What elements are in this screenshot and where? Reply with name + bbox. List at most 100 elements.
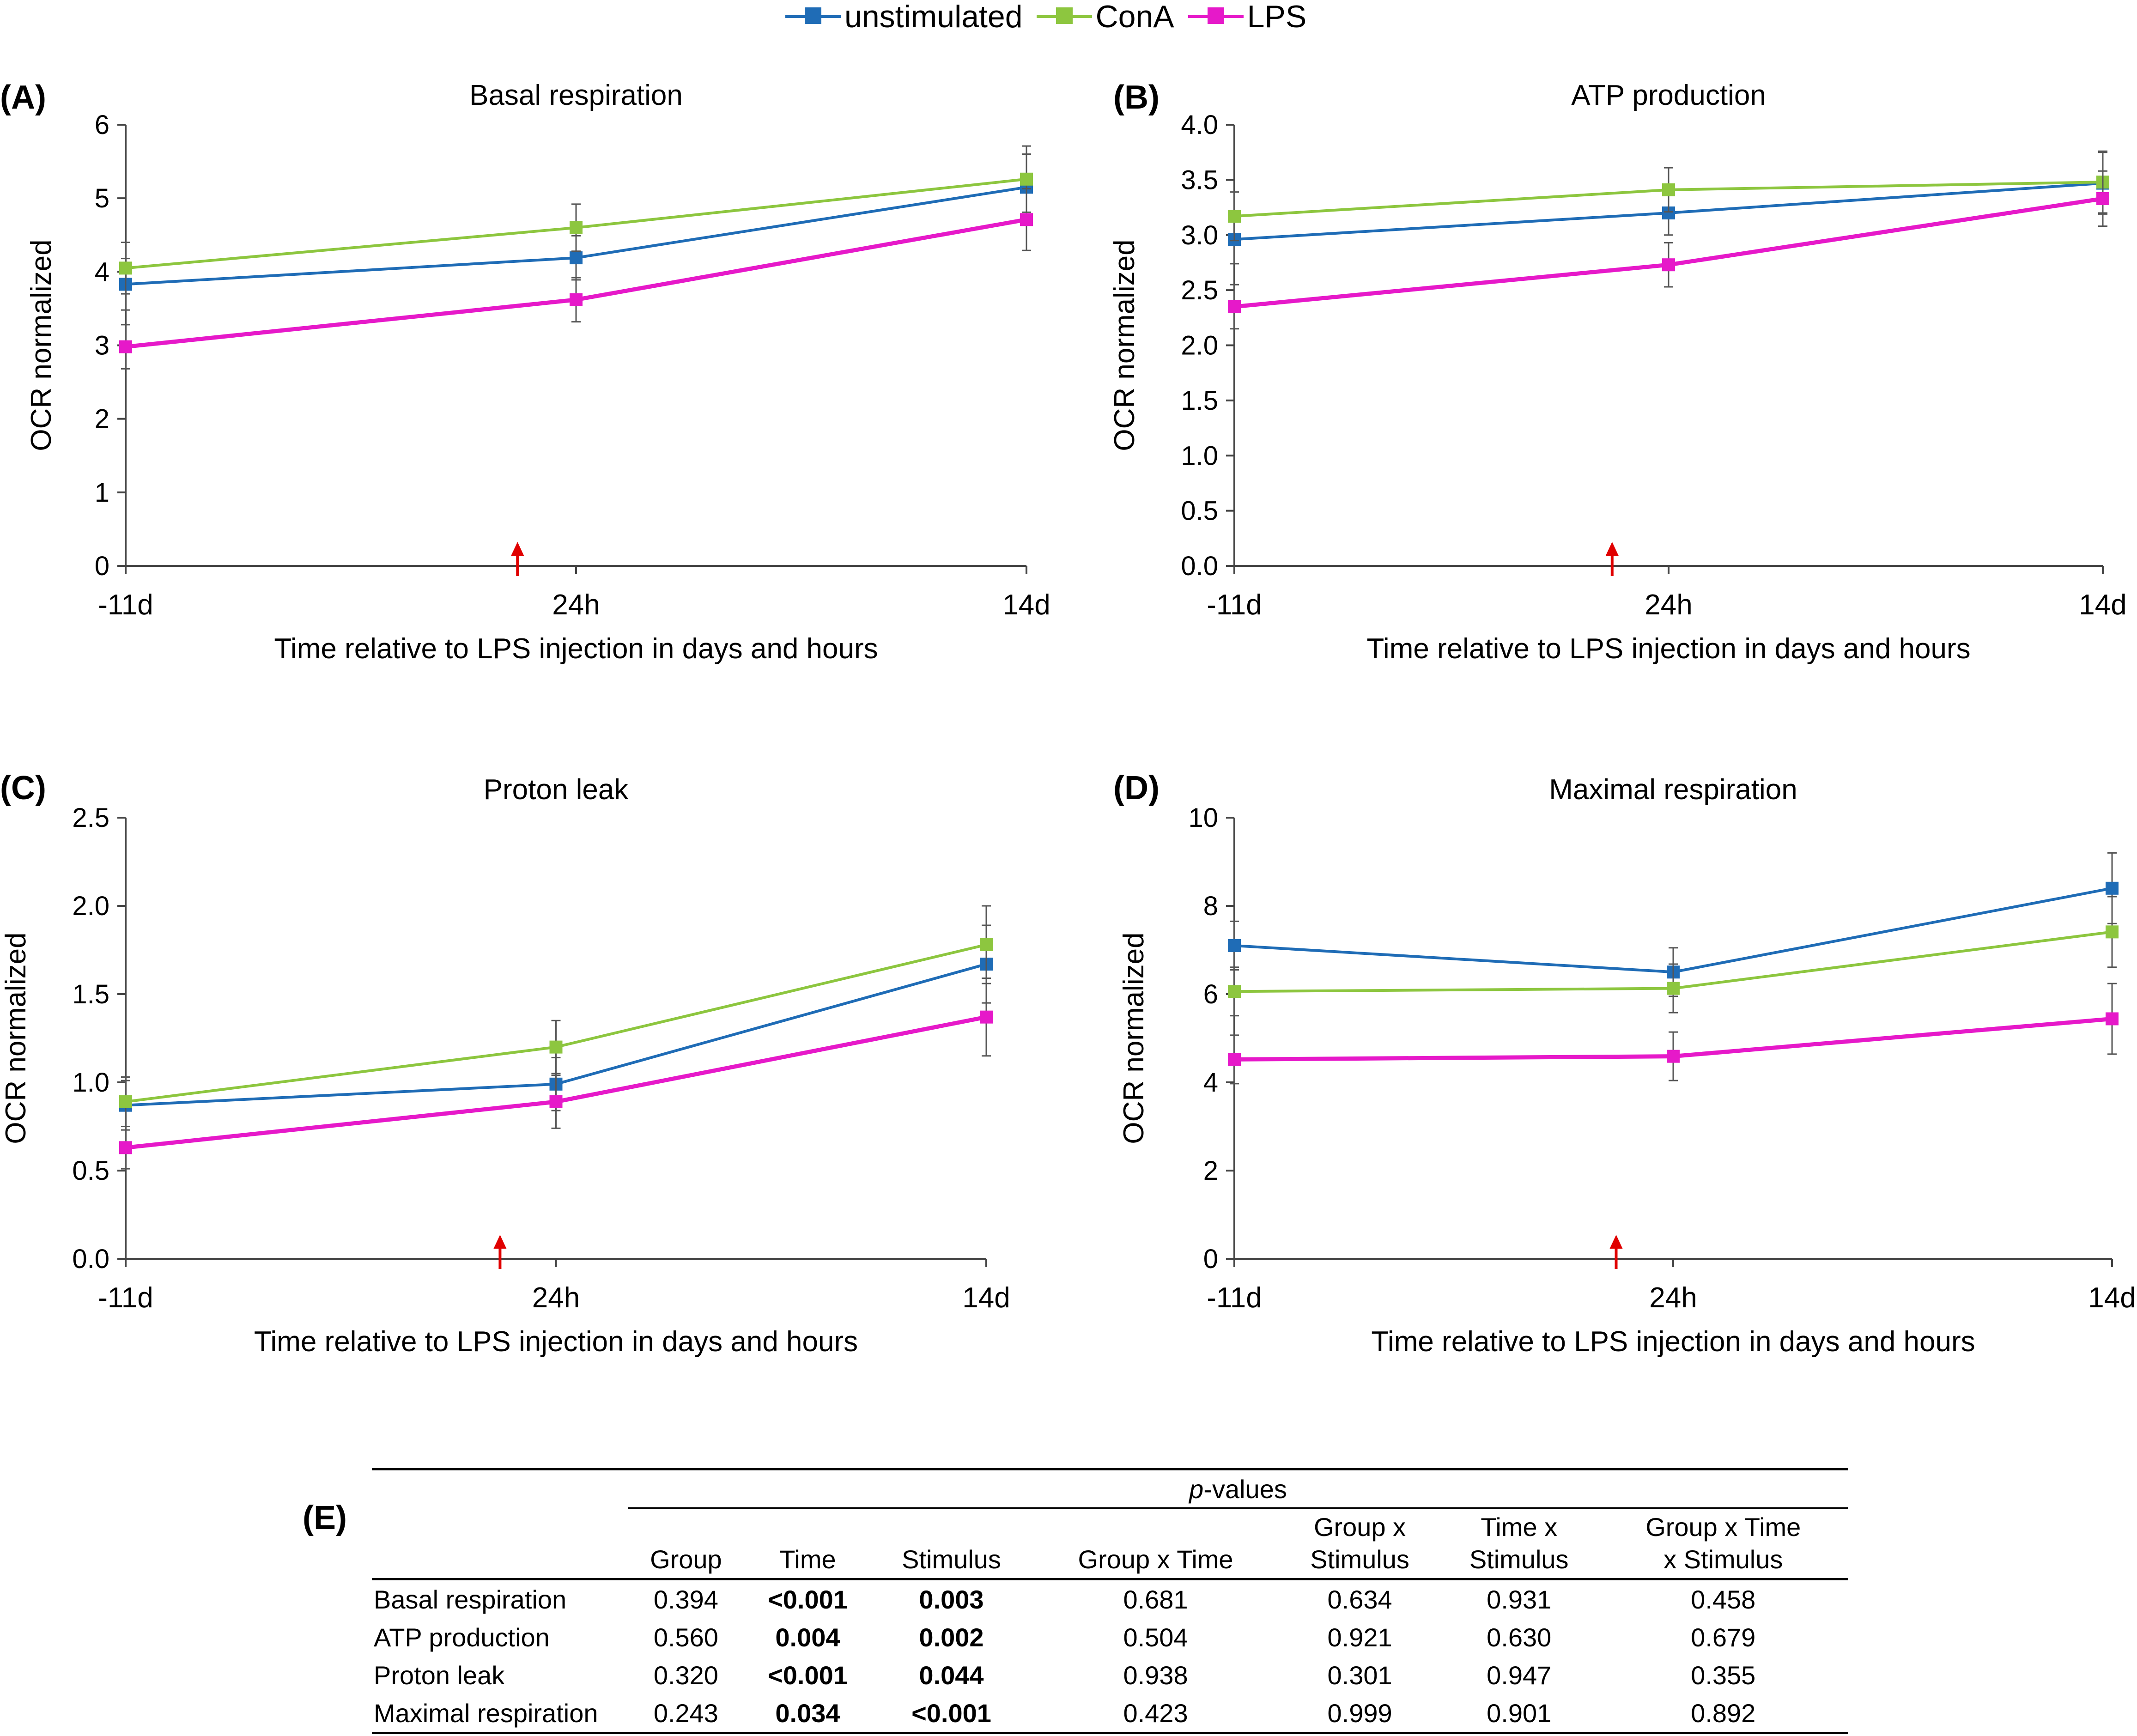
panel-a-cona-point — [570, 221, 583, 234]
table-row-label: Basal respiration — [374, 1584, 567, 1614]
panel-d-lps-point — [1228, 1053, 1241, 1066]
panel-a-cona-point — [1020, 172, 1033, 186]
table-cell: 0.921 — [1327, 1622, 1392, 1652]
panel-d-y-tick-label: 0 — [1203, 1244, 1218, 1274]
table-column-header: Group — [628, 1508, 744, 1580]
panel-c-y-axis-label: OCR normalized — [0, 932, 32, 1144]
table-row: Proton leak 0.320 <0.001 0.044 0.938 0.301 0.9… — [372, 1656, 1848, 1694]
table-cell: 0.394 — [653, 1584, 718, 1614]
panel-b-y-axis-label: OCR normalized — [1109, 239, 1141, 451]
table-cell: 0.034 — [743, 1694, 872, 1734]
panel-a-y-tick-label: 2 — [95, 404, 109, 434]
table-column-header-line2: Stimulus — [1310, 1545, 1409, 1574]
table-row: ATP production 0.560 0.004 0.002 0.504 0.921 0… — [372, 1618, 1848, 1656]
panel-d-y-tick-label: 2 — [1203, 1156, 1218, 1186]
table-cell: 0.679 — [1691, 1622, 1756, 1652]
table-column-header: Group x Time — [1031, 1508, 1281, 1580]
panel-d-lps-point — [1667, 1050, 1680, 1063]
panel-a-cona-point — [119, 261, 132, 275]
table-cell: 0.004 — [775, 1622, 840, 1652]
table-column-header-line1 — [1031, 1518, 1280, 1536]
panel-c-x-tick-label: -11d — [98, 1282, 153, 1314]
panel-b-y-tick-label: 2.0 — [1181, 331, 1218, 361]
legend-item-cona: ConA — [1036, 0, 1174, 35]
panel-c-cona-point — [549, 1040, 563, 1054]
panel-b-x-axis-label: Time relative to LPS injection in days a… — [1366, 633, 1970, 665]
panel-d-y-axis-label: OCR normalized — [1118, 932, 1150, 1144]
table-column-header-line2: Stimulus — [1469, 1545, 1569, 1574]
panel-c-title: Proton leak — [484, 774, 629, 806]
table-column-header-line1 — [628, 1518, 744, 1536]
table-cell: 0.634 — [1327, 1584, 1392, 1614]
panel-b-cona-point — [1662, 183, 1675, 196]
table-cell: 0.938 — [1123, 1660, 1188, 1690]
table-column-header-line2: Group — [650, 1545, 722, 1574]
panel-d-x-tick-label: -11d — [1207, 1282, 1262, 1314]
p-value-table: p-values Group Time Stimulus Group x Time Gro… — [372, 1468, 1848, 1734]
table-cell: 0.320 — [653, 1660, 718, 1690]
panel-b-x-tick-label: -11d — [1207, 589, 1262, 621]
panel-c-cona-point — [980, 938, 993, 952]
panel-d-y-tick-label: 4 — [1203, 1068, 1218, 1098]
panel-c-lps-point — [549, 1095, 563, 1109]
table-cell: 0.243 — [628, 1694, 744, 1734]
table-cell: 0.002 — [919, 1622, 984, 1652]
legend-swatch-lps — [1188, 7, 1244, 26]
panel-label-a: (A) — [0, 79, 46, 116]
panel-a-y-axis-label: OCR normalized — [25, 239, 57, 451]
panel-b-injection-arrow-head — [1605, 542, 1619, 556]
panel-a-y-tick-label: 0 — [95, 551, 109, 581]
table-column-header-line1: Time x — [1481, 1512, 1558, 1542]
legend-swatch-cona — [1036, 7, 1092, 26]
panel-c-x-tick-label: 24h — [532, 1282, 580, 1314]
panel-label-e: (E) — [303, 1499, 347, 1536]
table-group-header-rest: -values — [1203, 1474, 1287, 1504]
panel-a-lps-point — [1020, 213, 1033, 226]
panel-d-lps-point — [2106, 1012, 2119, 1026]
table-corner-cell — [372, 1508, 628, 1580]
panel-d-x-axis-label: Time relative to LPS injection in days a… — [1371, 1326, 1975, 1358]
panel-c-cona-point — [119, 1095, 132, 1109]
panel-a-y-tick-label: 5 — [95, 183, 109, 213]
panel-c-y-tick-label: 1.5 — [72, 979, 109, 1009]
table-row: Basal respiration 0.394 <0.001 0.003 0.681 0.… — [372, 1579, 1848, 1619]
table-cell: 0.423 — [1031, 1694, 1281, 1734]
panel-c-y-tick-label: 0.5 — [72, 1156, 109, 1186]
table-cell: 0.999 — [1280, 1694, 1439, 1734]
table-cell: 0.044 — [919, 1660, 984, 1690]
panel-c-y-tick-label: 2.0 — [72, 891, 109, 921]
table-cell: 0.003 — [919, 1584, 984, 1614]
legend-label-lps: LPS — [1247, 0, 1307, 34]
table-column-header: Time x Stimulus — [1439, 1508, 1599, 1580]
table-row: Maximal respiration 0.243 0.034 <0.001 0.423… — [372, 1694, 1848, 1734]
panel-b-y-tick-label: 1.0 — [1181, 441, 1218, 471]
panel-d-x-tick-label: 24h — [1649, 1282, 1697, 1314]
panel-d-cona-point — [1667, 982, 1680, 995]
table-corner-cell — [372, 1468, 628, 1508]
panel-d-injection-arrow-head — [1609, 1235, 1623, 1249]
table-column-header-line1: Group x — [1313, 1512, 1406, 1542]
panel-c-x-tick-label: 14d — [962, 1282, 1010, 1314]
table-group-header: p-values — [628, 1468, 1848, 1509]
panel-c-lps-point — [980, 1010, 993, 1024]
legend-item-unstimulated: unstimulated — [785, 0, 1023, 35]
panel-b-lps-point — [1228, 300, 1241, 313]
table-cell: 0.458 — [1691, 1584, 1756, 1614]
panel-label-d: (D) — [1113, 770, 1160, 807]
table-column-header-line2: Group x Time — [1078, 1545, 1233, 1574]
panel-b-y-tick-label: 1.5 — [1181, 386, 1218, 416]
table-column-header: Time — [743, 1508, 872, 1580]
panel-c-y-tick-label: 0.0 — [72, 1244, 109, 1274]
table-cell: <0.001 — [768, 1660, 848, 1690]
panel-b-y-tick-label: 3.0 — [1181, 220, 1218, 250]
table-column-header: Group x Stimulus — [1280, 1508, 1439, 1580]
legend-label-unstimulated: unstimulated — [844, 0, 1023, 34]
table-header-row: p-values — [372, 1468, 1848, 1509]
table-cell: 0.901 — [1439, 1694, 1599, 1734]
panel-d-cona-point — [2106, 925, 2119, 939]
table-row-label: ATP production — [374, 1622, 550, 1652]
table-column-header-line1 — [744, 1518, 872, 1536]
panel-label-b: (B) — [1113, 79, 1160, 116]
table-cell: 0.681 — [1123, 1584, 1188, 1614]
panel-b-y-tick-label: 0.0 — [1181, 551, 1218, 581]
